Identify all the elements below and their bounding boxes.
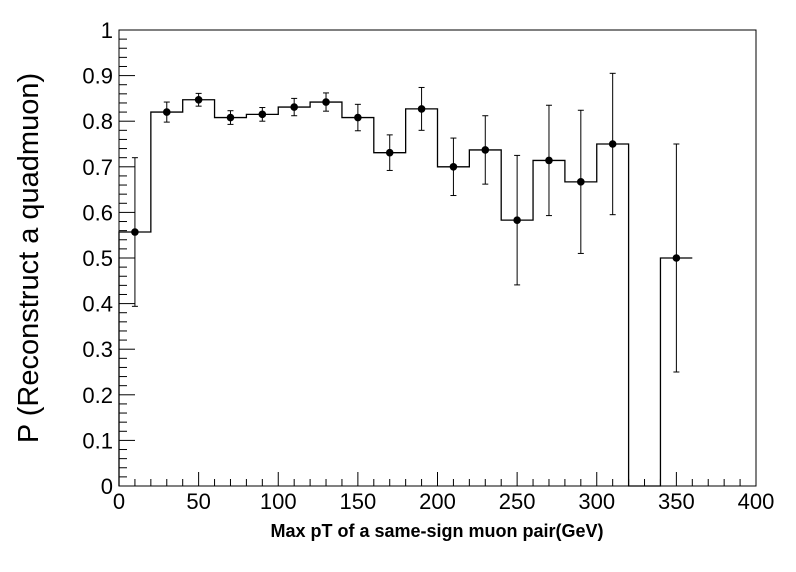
data-point [354,113,362,122]
y-tick-label: 0.8 [82,109,113,134]
y-axis-title: P (Reconstruct a quadmuon) [13,73,45,443]
data-point [608,140,617,148]
data-point [449,163,458,171]
x-tick-label: 100 [260,489,297,514]
y-tick-label: 1 [101,18,113,43]
data-point [385,148,394,157]
data-point [417,105,426,113]
x-tick-label: 350 [658,489,695,514]
y-tick-label: 0.1 [82,428,113,453]
y-tick-label: 0.7 [82,155,113,180]
y-tick-label: 0.6 [82,200,113,225]
data-point [194,95,203,104]
x-tick-label: 300 [578,489,615,514]
y-tick-label: 0.5 [82,246,113,271]
x-tick-label: 50 [186,489,210,514]
data-point [290,103,298,111]
y-tick-label: 0.2 [82,383,113,408]
data-point [258,110,267,119]
x-tick-label: 150 [340,489,377,514]
x-tick-label: 0 [113,489,125,514]
y-tick-label: 0 [101,474,113,499]
data-point [162,108,171,116]
histogram-step-line [118,99,693,487]
histogram-outline [118,99,693,487]
data-point [481,146,490,154]
x-axis-title: Max pT of a same-sign muon pair(GeV) [270,521,603,541]
data-point [513,216,521,224]
x-axis-ticks: 0 50 100 150 200 250 300 350 400 [113,472,774,514]
y-tick-label: 0.3 [82,337,113,362]
y-tick-label: 0.4 [82,292,113,317]
y-tick-label: 0.9 [82,64,113,89]
data-point [545,156,553,165]
data-point [322,98,330,106]
y-axis-ticks: 0 0.1 0.2 0.3 0.4 0.5 0.6 0.7 0.8 0.9 1 [82,18,135,499]
x-tick-label: 200 [419,489,456,514]
data-point [672,254,681,262]
data-point [131,228,139,236]
x-tick-label: 400 [738,489,775,514]
x-tick-label: 250 [499,489,536,514]
data-point [577,178,585,186]
data-point [226,113,235,122]
data-points [131,95,681,262]
